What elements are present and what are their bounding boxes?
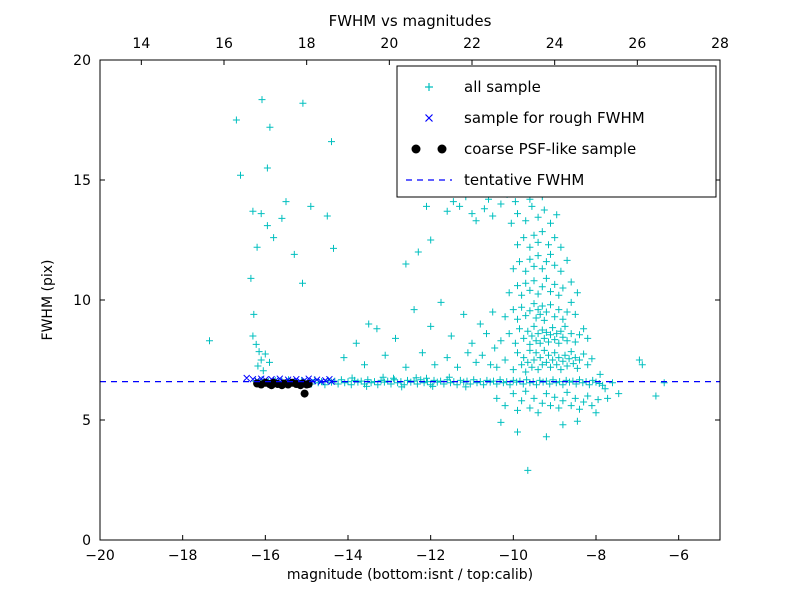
svg-text:10: 10 xyxy=(73,293,91,309)
svg-text:20: 20 xyxy=(73,53,91,69)
svg-text:15: 15 xyxy=(73,173,91,189)
svg-text:5: 5 xyxy=(82,413,91,429)
svg-text:−14: −14 xyxy=(333,548,363,564)
plot-frame xyxy=(99,59,721,541)
chart-title: FWHM vs magnitudes xyxy=(329,12,492,30)
svg-text:16: 16 xyxy=(215,36,233,52)
svg-text:−10: −10 xyxy=(499,548,529,564)
svg-text:28: 28 xyxy=(711,36,729,52)
svg-text:−20: −20 xyxy=(85,548,115,564)
x-axis-label: magnitude (bottom:isnt / top:calib) xyxy=(287,567,533,583)
svg-text:−8: −8 xyxy=(586,548,607,564)
svg-text:−16: −16 xyxy=(251,548,281,564)
legend-label-tentative-fwhm: tentative FWHM xyxy=(464,171,584,189)
legend-label-all-sample: all sample xyxy=(464,78,541,96)
legend: all sample sample for rough FWHM coarse PS… xyxy=(396,65,717,198)
svg-text:22: 22 xyxy=(463,36,481,52)
axis-ticks: −20 −18 −16 −14 −12 −10 −8 −6 14 16 18 20 22 24 26 28 0 5… xyxy=(73,36,729,564)
svg-text:14: 14 xyxy=(132,36,150,52)
svg-text:26: 26 xyxy=(628,36,646,52)
svg-text:18: 18 xyxy=(298,36,316,52)
scatter-series xyxy=(206,96,668,474)
svg-text:20: 20 xyxy=(380,36,398,52)
legend-label-psf-like-sample: coarse PSF-like sample xyxy=(464,140,636,158)
svg-text:−12: −12 xyxy=(416,548,446,564)
svg-text:−18: −18 xyxy=(168,548,198,564)
y-axis-label: FWHM (pix) xyxy=(40,260,56,341)
svg-text:0: 0 xyxy=(82,533,91,549)
svg-text:24: 24 xyxy=(546,36,564,52)
series-psf-like-sample xyxy=(253,378,313,398)
legend-label-rough-fwhm-sample: sample for rough FWHM xyxy=(464,109,645,127)
svg-text:−6: −6 xyxy=(668,548,689,564)
